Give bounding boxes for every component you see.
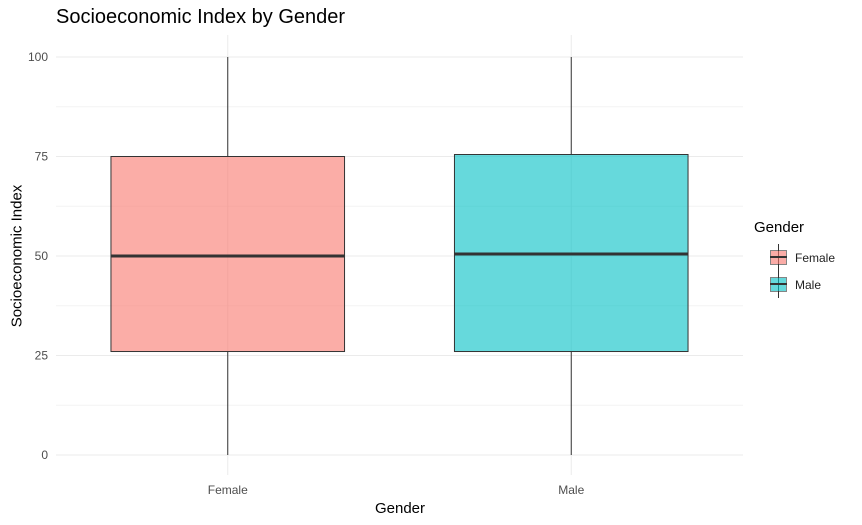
chart-title: Socioeconomic Index by Gender (56, 6, 346, 28)
y-tick-label: 75 (35, 150, 49, 164)
y-tick-label: 50 (35, 249, 49, 263)
legend: Gender Female Male (754, 219, 835, 298)
legend-label-female: Female (795, 250, 836, 265)
box-female (110, 156, 346, 353)
y-tick-label: 25 (35, 349, 49, 363)
legend-item-male: Male (754, 271, 835, 298)
y-tick-label: 0 (41, 448, 48, 462)
legend-key-male (770, 271, 787, 298)
x-axis-title: Gender (374, 500, 426, 517)
legend-item-female: Female (754, 244, 835, 271)
y-axis-title: Socioeconomic Index (8, 184, 26, 328)
x-tick-label: Male (558, 483, 584, 497)
legend-key-female (770, 244, 787, 271)
legend-label-male: Male (795, 277, 822, 292)
y-tick-label: 100 (28, 50, 48, 64)
x-tick-label: Female (208, 483, 248, 497)
legend-title: Gender (754, 219, 805, 236)
